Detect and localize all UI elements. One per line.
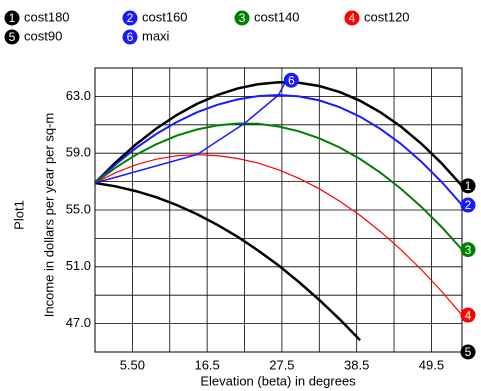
plot-frame: [94, 67, 463, 353]
legend-label: maxi: [142, 28, 170, 43]
legend-item: 4: [344, 10, 360, 26]
marker-dot: [460, 197, 476, 213]
legend-label: cost160: [142, 9, 188, 24]
legend-label: cost180: [24, 9, 70, 24]
legend-label: cost90: [24, 28, 62, 43]
y-title: Plot1: [11, 200, 26, 230]
end-marker: 1: [460, 178, 476, 194]
y-axis-label: Income in dollars per year per sq-m: [41, 113, 56, 317]
end-marker: 5: [460, 344, 476, 360]
legend-label: cost120: [364, 9, 410, 24]
legend-dot: [4, 29, 20, 45]
marker-label: 5: [465, 345, 472, 359]
end-marker: 4: [460, 307, 476, 323]
y-tick-label: 55.0: [66, 201, 91, 216]
series-line: [95, 93, 462, 206]
legend-dot: [4, 10, 20, 26]
legend-item: 6: [122, 29, 138, 45]
series-line: [95, 153, 462, 316]
legend-dot: [122, 29, 138, 45]
series-line: [95, 181, 361, 342]
series-line: [95, 122, 462, 251]
end-marker: 3: [460, 242, 476, 258]
x-tick-label: 27.5: [269, 357, 294, 372]
y-tick-label: 63.0: [66, 88, 91, 103]
legend-dot: [122, 10, 138, 26]
end-marker: 6: [283, 72, 299, 88]
marker-dot: [460, 307, 476, 323]
legend-marker: 5: [9, 30, 16, 44]
marker-label: 2: [465, 198, 472, 212]
legend-label: cost140: [254, 9, 300, 24]
y-tick-label: 47.0: [66, 315, 91, 330]
marker-dot: [283, 72, 299, 88]
legend-marker: 2: [127, 11, 134, 25]
legend-dot: [234, 10, 250, 26]
legend-marker: 6: [127, 30, 134, 44]
legend-item: 2: [122, 10, 138, 26]
marker-dot: [460, 344, 476, 360]
marker-dot: [460, 178, 476, 194]
marker-dot: [460, 242, 476, 258]
legend-marker: 1: [9, 11, 16, 25]
x-tick-label: 38.5: [344, 357, 369, 372]
end-marker: 2: [460, 197, 476, 213]
legend-dot: [344, 10, 360, 26]
marker-label: 4: [465, 308, 472, 322]
x-tick-label: 16.5: [194, 357, 219, 372]
legend-marker: 4: [349, 11, 356, 25]
x-tick-label: 49.5: [419, 357, 444, 372]
y-tick-label: 59.0: [66, 145, 91, 160]
x-axis-label: Elevation (beta) in degrees: [200, 373, 356, 388]
series-line: [95, 81, 462, 187]
marker-label: 6: [288, 73, 295, 87]
x-tick-label: 5.50: [120, 357, 145, 372]
legend-item: 1: [4, 10, 20, 26]
y-tick-label: 51.0: [66, 258, 91, 273]
marker-label: 1: [465, 179, 472, 193]
marker-label: 3: [465, 243, 472, 257]
legend-item: 5: [4, 29, 20, 45]
legend-marker: 3: [239, 11, 246, 25]
series-line: [95, 81, 286, 184]
legend-item: 3: [234, 10, 250, 26]
